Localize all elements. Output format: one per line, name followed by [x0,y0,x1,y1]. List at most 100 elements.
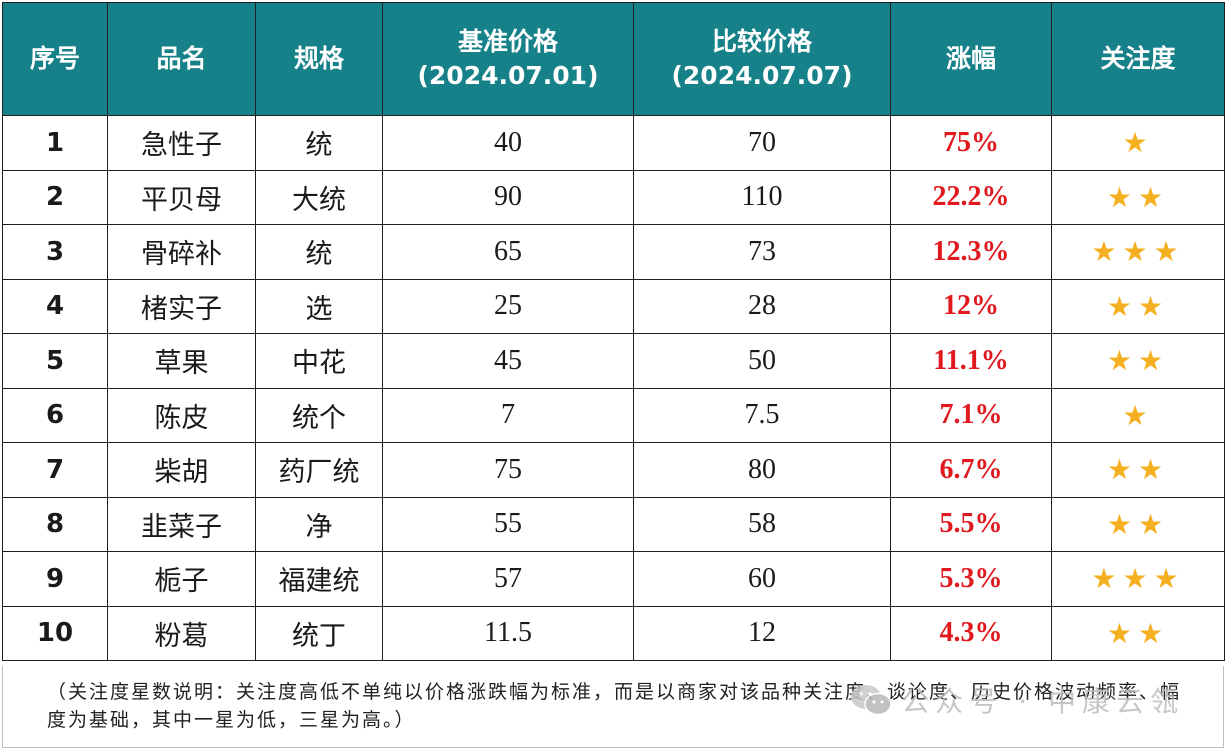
herb-name: 平贝母 [107,169,256,225]
star-icon: ★ [1122,235,1154,269]
table-row: 8 韭菜子净 55 58 5.5% ★★ [2,496,1225,552]
table-row: 9 栀子 福建统 57 60 5.3% ★★★ [2,551,1225,607]
table-body: 1 急性子统 40 70 75% ★ 2 平贝母 大统 90 110 22.2% ★★ 3 骨碎补统 65 73… [2,115,1225,661]
base-price: 90 [382,169,634,225]
compare-price: 12 [633,605,891,661]
attention-stars: ★★ [1051,442,1225,498]
compare-price: 50 [633,333,891,389]
row-index: 1 [2,115,108,171]
compare-price: 73 [633,224,891,280]
attention-stars: ★★ [1051,496,1225,552]
attention-stars: ★★★ [1051,551,1225,607]
herb-name: 韭菜子 [107,496,256,552]
herb-name: 楮实子 [107,278,256,334]
spec: 统丁 [255,605,383,661]
compare-price: 80 [633,442,891,498]
table-row: 3 骨碎补统 65 73 12.3% ★★★ [2,224,1225,280]
row-index: 4 [2,278,108,334]
row-index: 10 [2,605,108,661]
attention-note: （关注度星数说明：关注度高低不单纯以价格涨跌幅为标准，而是以商家对该品种关注度、… [2,666,1224,748]
attention-note-text: （关注度星数说明：关注度高低不单纯以价格涨跌幅为标准，而是以商家对该品种关注度、… [47,681,1182,731]
header-base-price-line: (2024.07.01) [417,61,599,90]
attention-stars: ★★ [1051,333,1225,389]
header-compare-price-line: (2024.07.07) [671,61,853,90]
price-change: 7.1% [890,387,1052,443]
row-index: 5 [2,333,108,389]
spec: 中花 [255,333,383,389]
herb-name: 陈皮 [107,387,256,443]
table-row: 1 急性子统 40 70 75% ★ [2,115,1225,171]
herb-name: 柴胡 [107,442,256,498]
base-price: 11.5 [382,605,634,661]
price-change: 12% [890,278,1052,334]
star-icon: ★ [1106,507,1138,541]
base-price: 25 [382,278,634,334]
price-change-table: 序号 品名 规格 基准价格 (2024.07.01) 比较价格 (2024.07.07) 涨幅… [2,2,1225,661]
compare-price: 110 [633,169,891,225]
spec: 福建统 [255,551,383,607]
row-index: 9 [2,551,108,607]
attention-stars: ★★ [1051,169,1225,225]
star-icon: ★ [1106,289,1138,323]
base-price: 40 [382,115,634,171]
table-row: 2 平贝母 大统 90 110 22.2% ★★ [2,169,1225,225]
header-name-line: 品名 [156,44,207,73]
header-spec-line: 规格 [293,44,344,73]
spec: 净 [255,496,383,552]
row-index: 7 [2,442,108,498]
price-change: 4.3% [890,605,1052,661]
spec: 统个 [255,387,383,443]
price-change: 5.3% [890,551,1052,607]
header-compare-price-line: 比较价格 [711,27,812,56]
table-header: 序号 品名 规格 基准价格 (2024.07.01) 比较价格 (2024.07.07) 涨幅… [2,2,1225,116]
header-spec: 规格 [255,2,383,116]
star-icon: ★ [1091,235,1123,269]
attention-stars: ★★ [1051,605,1225,661]
compare-price: 58 [633,496,891,552]
base-price: 57 [382,551,634,607]
base-price: 7 [382,387,634,443]
star-icon: ★ [1106,344,1138,378]
star-icon: ★ [1138,507,1170,541]
attention-stars: ★★ [1051,278,1225,334]
star-icon: ★ [1091,562,1123,596]
spec: 药厂统 [255,442,383,498]
header-row: 序号 品名 规格 基准价格 (2024.07.01) 比较价格 (2024.07.07) 涨幅… [2,2,1225,116]
herb-name: 粉葛 [107,605,256,661]
header-compare-price: 比较价格 (2024.07.07) [633,2,891,116]
table-row: 10 粉葛 统丁 11.5 12 4.3% ★★ [2,605,1225,661]
price-change: 75% [890,115,1052,171]
header-name: 品名 [107,2,256,116]
compare-price: 28 [633,278,891,334]
star-icon: ★ [1138,180,1170,214]
herb-name: 骨碎补 [107,224,256,280]
base-price: 65 [382,224,634,280]
star-icon: ★ [1138,453,1170,487]
herb-name: 急性子 [107,115,256,171]
price-change: 12.3% [890,224,1052,280]
compare-price: 70 [633,115,891,171]
star-icon: ★ [1122,398,1154,432]
header-base-price: 基准价格 (2024.07.01) [382,2,634,116]
header-base-price-line: 基准价格 [457,27,558,56]
star-icon: ★ [1122,562,1154,596]
star-icon: ★ [1122,126,1154,160]
spec: 统 [255,224,383,280]
compare-price: 60 [633,551,891,607]
star-icon: ★ [1153,235,1185,269]
herb-name: 栀子 [107,551,256,607]
header-index-line: 序号 [29,44,80,73]
star-icon: ★ [1138,344,1170,378]
table-row: 6 陈皮 统个 7 7.5 7.1% ★ [2,387,1225,443]
spec: 统 [255,115,383,171]
table-row: 4 楮实子选 25 28 12% ★★ [2,278,1225,334]
header-change: 涨幅 [890,2,1052,116]
table-row: 5 草果 中花 45 50 11.1% ★★ [2,333,1225,389]
attention-stars: ★ [1051,115,1225,171]
header-attention: 关注度 [1051,2,1225,116]
price-change: 5.5% [890,496,1052,552]
herb-name: 草果 [107,333,256,389]
spec: 大统 [255,169,383,225]
table-row: 7 柴胡 药厂统 75 80 6.7% ★★ [2,442,1225,498]
star-icon: ★ [1138,616,1170,650]
